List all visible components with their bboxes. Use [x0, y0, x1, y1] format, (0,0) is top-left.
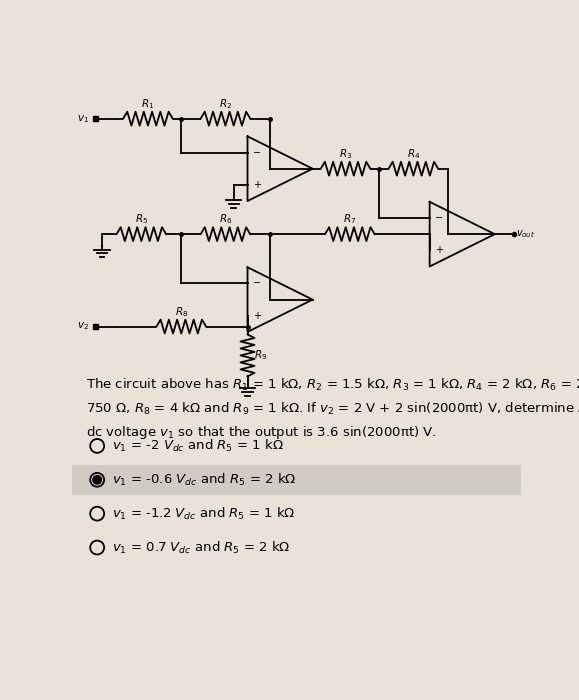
- Text: $v_1$: $v_1$: [77, 113, 89, 125]
- Bar: [93, 116, 98, 121]
- Text: +: +: [435, 245, 443, 255]
- Text: $R_4$: $R_4$: [406, 147, 420, 161]
- Text: +: +: [253, 180, 261, 190]
- Text: −: −: [435, 213, 443, 223]
- Text: $v_2$: $v_2$: [77, 321, 89, 332]
- Bar: [72, 465, 521, 495]
- Text: +: +: [253, 311, 261, 321]
- Text: $R_1$: $R_1$: [141, 97, 155, 111]
- Text: $v_1$ = -0.6 $V_{dc}$ and $R_5$ = 2 kΩ: $v_1$ = -0.6 $V_{dc}$ and $R_5$ = 2 kΩ: [112, 472, 296, 488]
- Text: dc voltage $v_1$ so that the output is 3.6 sin(2000πt) V.: dc voltage $v_1$ so that the output is 3…: [86, 424, 437, 441]
- Text: −: −: [253, 148, 261, 158]
- Text: $R_9$: $R_9$: [254, 349, 267, 363]
- Text: $v_1$ = -2 $V_{dc}$ and $R_5$ = 1 kΩ: $v_1$ = -2 $V_{dc}$ and $R_5$ = 1 kΩ: [112, 438, 284, 454]
- Text: $v_1$ = 0.7 $V_{dc}$ and $R_5$ = 2 kΩ: $v_1$ = 0.7 $V_{dc}$ and $R_5$ = 2 kΩ: [112, 540, 291, 556]
- Text: $v_1$ = -1.2 $V_{dc}$ and $R_5$ = 1 kΩ: $v_1$ = -1.2 $V_{dc}$ and $R_5$ = 1 kΩ: [112, 505, 295, 522]
- Circle shape: [93, 475, 101, 484]
- Text: $R_2$: $R_2$: [219, 97, 232, 111]
- Bar: [93, 324, 98, 329]
- Text: $R_7$: $R_7$: [343, 213, 357, 227]
- Text: −: −: [253, 279, 261, 288]
- Text: $v_{out}$: $v_{out}$: [516, 228, 536, 240]
- Text: $R_5$: $R_5$: [135, 213, 148, 227]
- Text: $R_8$: $R_8$: [175, 305, 188, 318]
- Text: $R_6$: $R_6$: [219, 213, 232, 227]
- Text: 750 Ω, $R_8$ = 4 kΩ and $R_9$ = 1 kΩ. If $v_2$ = 2 V + 2 sin(2000πt) V, determin: 750 Ω, $R_8$ = 4 kΩ and $R_9$ = 1 kΩ. If…: [86, 400, 579, 416]
- Text: The circuit above has $R_1$ = 1 kΩ, $R_2$ = 1.5 kΩ, $R_3$ = 1 kΩ, $R_4$ = 2 kΩ, : The circuit above has $R_1$ = 1 kΩ, $R_2…: [86, 377, 579, 393]
- Text: $R_3$: $R_3$: [339, 147, 352, 161]
